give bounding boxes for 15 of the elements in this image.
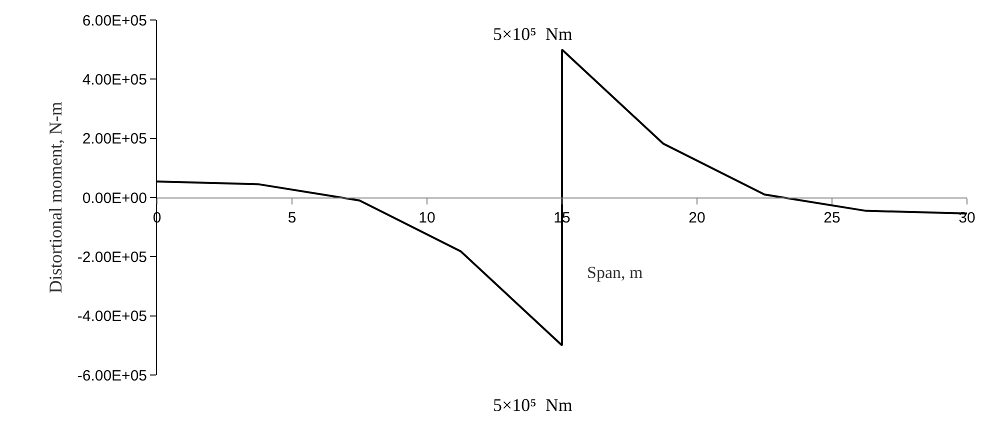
y-tick-label: 6.00E+05 [82,12,147,30]
x-tick-label: 5 [288,210,296,226]
y-tick-label: -6.00E+05 [77,367,147,384]
y-axis-title: Distortional moment, N-m [46,102,66,294]
y-tick-label: 0.00E+00 [82,190,147,207]
y-tick-label: 4.00E+05 [82,71,147,88]
y-tick-label: 2.00E+05 [82,130,147,148]
x-axis-title: Span, m [587,263,643,282]
y-tick-label: -2.00E+05 [77,248,147,266]
x-tick-label: 25 [824,210,840,226]
x-tick-label: 10 [418,210,436,226]
annotation: 5×10⁵ Nm [493,24,572,44]
y-tick-label: -4.00E+05 [77,308,147,326]
x-tick-label: 20 [688,210,706,226]
annotation: 5×10⁵ Nm [493,395,572,415]
